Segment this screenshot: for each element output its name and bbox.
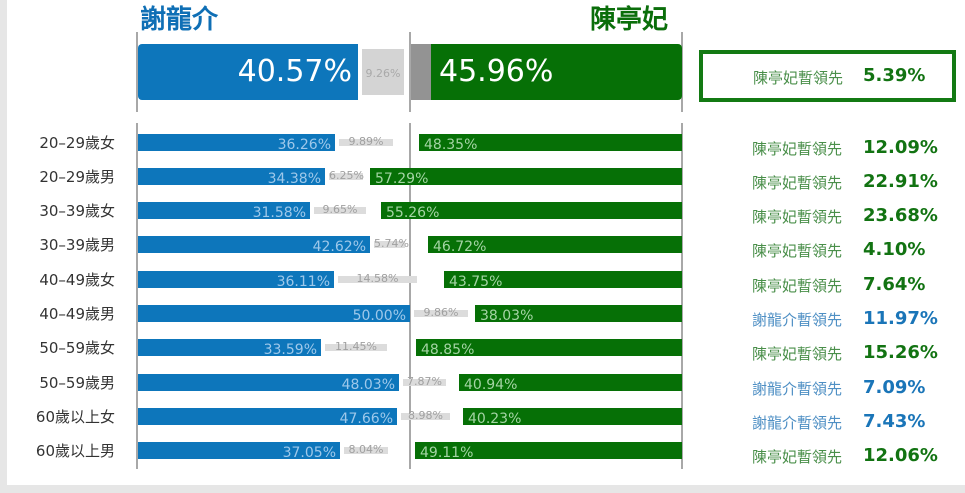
lead-value: 23.68% bbox=[863, 205, 938, 226]
row-label: 40–49歲男 bbox=[39, 305, 115, 323]
lead-label: 陳亭妃暫領先 bbox=[752, 140, 843, 158]
row-label: 40–49歲女 bbox=[39, 271, 115, 289]
bar-undecided bbox=[314, 207, 366, 214]
bar-green: 40.94% bbox=[459, 374, 682, 393]
overall-bar-green: 45.96% bbox=[431, 44, 682, 100]
bar-blue: 36.26% bbox=[138, 134, 335, 153]
bar-green: 48.35% bbox=[419, 134, 682, 153]
bar-undecided-label: 8.04% bbox=[348, 443, 384, 456]
axis-center bbox=[409, 123, 411, 469]
axis-left bbox=[136, 123, 138, 469]
axis-center-top bbox=[409, 32, 411, 112]
bar-undecided bbox=[338, 276, 417, 283]
overall-lead-value: 5.39% bbox=[863, 65, 926, 86]
bar-undecided bbox=[329, 173, 363, 180]
bar-green: 40.23% bbox=[463, 408, 682, 427]
candidate-blue-name: 謝龍介 bbox=[140, 5, 219, 35]
lead-value: 4.10% bbox=[863, 239, 926, 260]
lead-value: 7.43% bbox=[863, 411, 926, 432]
bar-undecided-label: 7.87% bbox=[407, 375, 442, 388]
lead-label: 陳亭妃暫領先 bbox=[752, 277, 843, 295]
lead-label: 陳亭妃暫領先 bbox=[752, 242, 843, 260]
bar-green: 55.26% bbox=[381, 202, 682, 221]
overall-bar-undecided: 9.26% bbox=[362, 49, 404, 95]
bar-blue: 34.38% bbox=[138, 168, 325, 187]
lead-label: 謝龍介暫領先 bbox=[752, 311, 843, 329]
bar-green: 43.75% bbox=[444, 271, 682, 290]
axis-right-top bbox=[681, 32, 683, 112]
lead-value: 15.26% bbox=[863, 342, 938, 363]
bar-blue: 42.62% bbox=[138, 236, 370, 255]
bar-blue: 31.58% bbox=[138, 202, 310, 221]
bar-undecided-label: 9.86% bbox=[423, 306, 459, 319]
overall-lead-box: 陳亭妃暫領先 5.39% bbox=[699, 50, 956, 102]
bar-undecided-label: 11.45% bbox=[335, 340, 377, 353]
bar-green: 48.85% bbox=[416, 339, 682, 358]
overall-bar-undecided-overlap bbox=[411, 44, 431, 100]
lead-label: 陳亭妃暫領先 bbox=[752, 174, 843, 192]
bar-undecided bbox=[403, 379, 446, 386]
bar-undecided bbox=[374, 241, 405, 248]
lead-label: 謝龍介暫領先 bbox=[752, 414, 843, 432]
bar-blue: 47.66% bbox=[138, 408, 397, 427]
row-label: 50–59歲女 bbox=[39, 339, 115, 357]
overall-bar-blue: 40.57% bbox=[138, 44, 358, 100]
row-label: 60歲以上女 bbox=[35, 408, 115, 426]
lead-label: 陳亭妃暫領先 bbox=[752, 345, 843, 363]
lead-value: 7.64% bbox=[863, 274, 926, 295]
lead-value: 22.91% bbox=[863, 171, 938, 192]
lead-value: 12.09% bbox=[863, 137, 938, 158]
bar-undecided bbox=[339, 139, 393, 146]
bar-undecided-label: 9.65% bbox=[322, 203, 358, 216]
bar-blue: 36.11% bbox=[138, 271, 334, 290]
bar-undecided bbox=[401, 413, 450, 420]
bar-blue: 33.59% bbox=[138, 339, 321, 358]
bar-blue: 50.00% bbox=[138, 305, 410, 324]
bar-undecided bbox=[414, 310, 468, 317]
bar-green: 38.03% bbox=[475, 305, 682, 324]
lead-label: 陳亭妃暫領先 bbox=[752, 208, 843, 226]
overall-lead-label: 陳亭妃暫領先 bbox=[753, 69, 844, 87]
axis-right bbox=[681, 123, 683, 469]
axis-left-top bbox=[136, 32, 138, 112]
row-label: 20–29歲男 bbox=[39, 168, 115, 186]
bar-green: 46.72% bbox=[428, 236, 682, 255]
row-label: 20–29歲女 bbox=[39, 134, 115, 152]
lead-value: 7.09% bbox=[863, 377, 926, 398]
bar-undecided-label: 14.58% bbox=[356, 272, 399, 285]
bar-undecided-label: 6.25% bbox=[329, 169, 364, 182]
row-label: 60歲以上男 bbox=[35, 442, 115, 460]
bar-undecided bbox=[325, 344, 387, 351]
bar-undecided-label: 5.74% bbox=[374, 237, 409, 250]
row-label: 30–39歲男 bbox=[39, 236, 115, 254]
lead-value: 12.06% bbox=[863, 445, 938, 466]
bar-green: 57.29% bbox=[370, 168, 682, 187]
bar-undecided-label: 8.98% bbox=[408, 409, 443, 422]
bar-undecided-label: 9.89% bbox=[348, 135, 384, 148]
lead-label: 謝龍介暫領先 bbox=[752, 380, 843, 398]
row-label: 50–59歲男 bbox=[39, 374, 115, 392]
candidate-green-name: 陳亭妃 bbox=[590, 5, 669, 35]
bar-green: 49.11% bbox=[415, 442, 682, 461]
bar-blue: 37.05% bbox=[138, 442, 340, 461]
lead-label: 陳亭妃暫領先 bbox=[752, 448, 843, 466]
row-label: 30–39歲女 bbox=[39, 202, 115, 220]
bar-undecided bbox=[344, 447, 388, 454]
bar-blue: 48.03% bbox=[138, 374, 399, 393]
lead-value: 11.97% bbox=[863, 308, 938, 329]
